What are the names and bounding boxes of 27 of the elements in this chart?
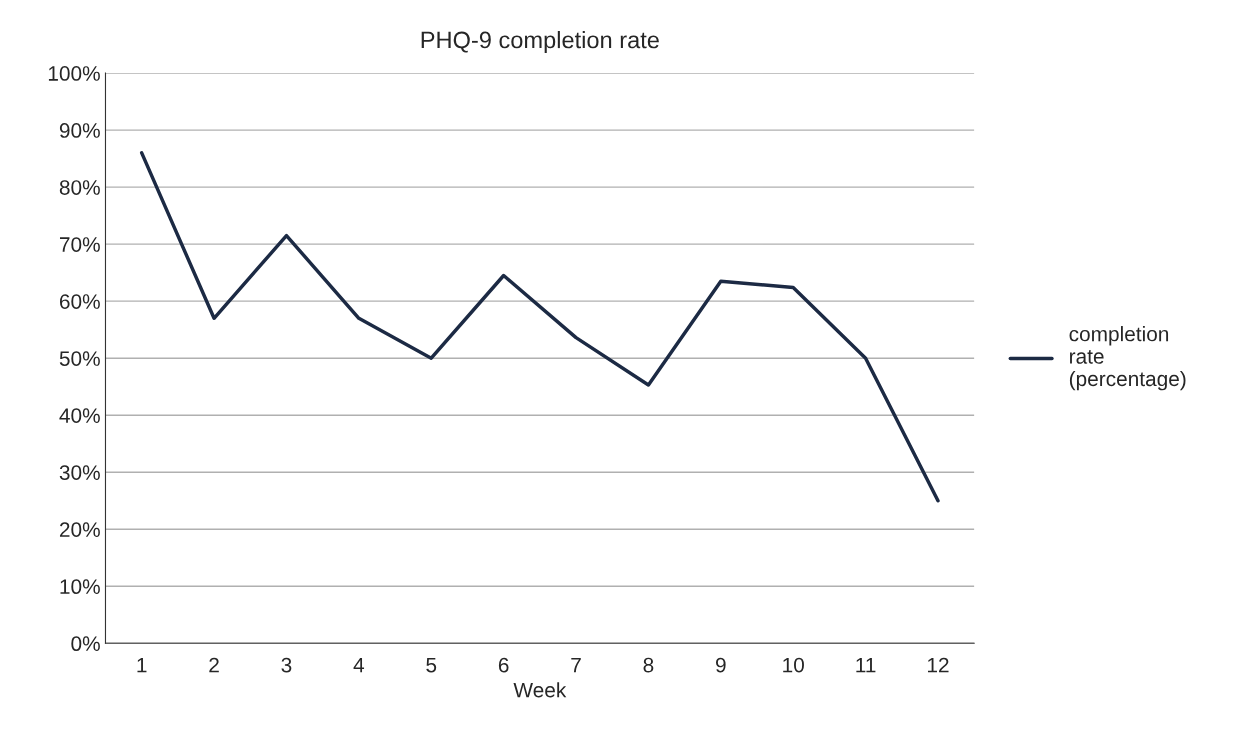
y-tick-label: 30% [59,465,100,480]
x-tick-label: 3 [281,657,292,673]
chart-title: PHQ-9 completion rate [421,30,659,53]
x-tick-label: 5 [426,657,437,673]
x-tick-label: 1 [137,657,147,673]
x-tick-label: 8 [643,657,654,673]
y-tick-label: 40% [59,408,100,423]
x-tick-label: 12 [927,657,949,673]
x-tick-label: 7 [571,657,581,673]
y-tick-label: 0% [71,636,100,652]
x-tick-label: 4 [353,657,365,673]
line-series [139,151,940,503]
y-tick-label: 100% [48,66,100,81]
legend-label: completion rate (percentage) [1069,326,1186,391]
x-tick-label: 6 [498,657,509,673]
x-tick-label: 11 [856,657,876,673]
y-tick-label: 10% [60,579,100,595]
x-tick-label: 2 [209,657,219,673]
y-tick-label: 80% [59,180,100,195]
y-tick-label: 50% [59,351,100,366]
x-tick-label: 9 [716,657,726,673]
y-tick-label: 90% [59,123,100,138]
x-tick-label: 10 [783,657,804,673]
x-axis-title: Week [513,682,567,698]
y-tick-label: 60% [59,294,100,309]
y-tick-label: 70% [60,237,100,252]
y-tick-label: 20% [59,522,100,537]
